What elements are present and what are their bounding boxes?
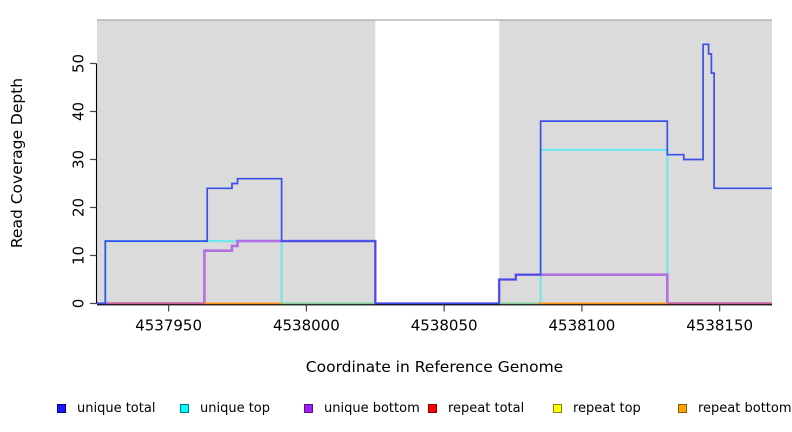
series-line-unique-total: [97, 43, 772, 305]
unique-top-swatch-icon: [180, 403, 189, 413]
x-tick-label: 4538050: [411, 317, 478, 335]
x-tick-label: 4538100: [548, 317, 615, 335]
y-tick-label: 50: [69, 54, 87, 73]
legend-label: unique total: [77, 400, 156, 416]
plot-background-region: [499, 20, 772, 305]
unique-total-swatch-icon: [57, 403, 66, 413]
coverage-chart: 4537950 4538000 4538050 4538100 4538150 0 10 20…: [8, 19, 772, 376]
legend-label: repeat bottom: [698, 400, 792, 416]
y-tick-label: 0: [69, 299, 87, 309]
repeat-top-swatch-icon: [553, 403, 562, 413]
legend-label: repeat top: [573, 400, 641, 416]
unique-bottom-swatch-icon: [304, 403, 313, 413]
x-tick-label: 4537950: [135, 317, 202, 335]
legend-label: unique bottom: [324, 400, 420, 416]
y-tick-label: 30: [69, 150, 87, 169]
y-axis-title: Read Coverage Depth: [8, 78, 26, 248]
legend-item-repeat-bottom: repeat bottom: [678, 398, 792, 418]
repeat-bottom-swatch-icon: [678, 403, 687, 413]
plot-background-region: [97, 20, 376, 305]
legend-item-repeat-total: repeat total: [428, 398, 524, 418]
repeat-total-swatch-icon: [428, 403, 437, 413]
x-tick-label: 4538000: [273, 317, 340, 335]
y-tick-label: 40: [69, 102, 87, 121]
legend-item-repeat-top: repeat top: [553, 398, 641, 418]
legend-label: repeat total: [448, 400, 525, 416]
legend-label: unique top: [200, 400, 271, 416]
legend-item-unique-bottom: unique bottom: [304, 398, 420, 418]
x-tick-label: 4538150: [686, 317, 753, 335]
chart-legend: unique total unique top unique bottom re…: [0, 398, 792, 424]
y-tick-label: 10: [69, 246, 87, 265]
legend-item-unique-total: unique total: [57, 398, 155, 418]
legend-item-unique-top: unique top: [180, 398, 270, 418]
x-axis-title: Coordinate in Reference Genome: [306, 358, 563, 376]
y-tick-label: 20: [69, 198, 87, 217]
